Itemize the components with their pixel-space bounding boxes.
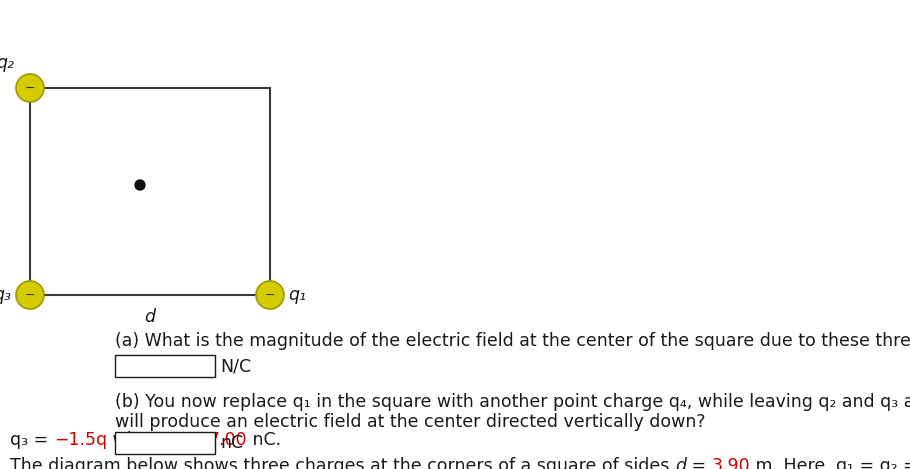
Text: nC: nC (220, 434, 243, 452)
Text: N/C: N/C (220, 357, 251, 375)
Bar (115, 355, 215, 377)
Text: 3.90: 3.90 (712, 457, 750, 469)
Text: will produce an electric field at the center directed vertically down?: will produce an electric field at the ce… (115, 413, 705, 431)
Text: (b) You now replace q₁ in the square with another point charge q₄, while leaving: (b) You now replace q₁ in the square wit… (115, 393, 910, 411)
Ellipse shape (16, 74, 44, 102)
Ellipse shape (16, 281, 44, 309)
Text: The diagram below shows three charges at the corners of a square of sides: The diagram below shows three charges at… (10, 457, 675, 469)
Text: (a) What is the magnitude of the electric field at the center of the square due : (a) What is the magnitude of the electri… (115, 332, 910, 350)
Bar (115, 432, 215, 454)
Text: =: = (686, 457, 712, 469)
Text: d: d (145, 308, 156, 326)
Text: 7.00: 7.00 (208, 431, 247, 449)
Text: d: d (675, 457, 686, 469)
Text: −: − (265, 288, 275, 302)
Text: where q =: where q = (106, 431, 208, 449)
Bar (30, 88, 270, 295)
Ellipse shape (135, 180, 145, 190)
Text: q₃ =: q₃ = (10, 431, 54, 449)
Text: −: − (25, 82, 35, 94)
Text: nC.: nC. (247, 431, 281, 449)
Text: q₂: q₂ (0, 53, 15, 72)
Ellipse shape (256, 281, 284, 309)
Text: q₁: q₁ (288, 286, 307, 304)
Text: q₃: q₃ (0, 286, 12, 304)
Text: −: − (25, 288, 35, 302)
Text: q: q (836, 457, 847, 469)
Text: ₁ = q₂ = −q: ₁ = q₂ = −q (847, 457, 910, 469)
Text: −1.5q: −1.5q (54, 431, 106, 449)
Text: m. Here,: m. Here, (750, 457, 836, 469)
